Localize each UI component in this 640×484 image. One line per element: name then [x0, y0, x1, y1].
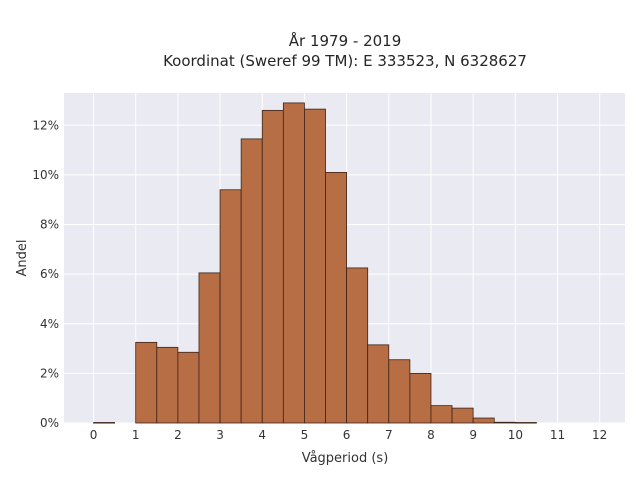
chart-title-line-2: Koordinat (Sweref 99 TM): E 333523, N 63… [163, 52, 527, 70]
x-tick-label: 2 [174, 428, 182, 442]
x-tick-label: 11 [550, 428, 565, 442]
x-tick-label: 0 [90, 428, 98, 442]
x-tick-label: 7 [385, 428, 393, 442]
x-axis-label: Vågperiod (s) [302, 451, 389, 466]
histogram-bar [282, 102, 305, 424]
y-tick-label: 8% [40, 218, 59, 232]
histogram-bar [135, 341, 158, 424]
x-axis-ticks: 0 1 2 3 4 5 6 7 8 9 10 11 12 [90, 428, 608, 442]
histogram-bar [367, 344, 390, 424]
histogram-bar [198, 272, 221, 424]
y-tick-label: 4% [40, 317, 59, 331]
histogram-bar [261, 109, 284, 424]
y-tick-label: 6% [40, 267, 59, 281]
histogram-bar [451, 407, 474, 424]
histogram-bar [346, 267, 369, 424]
histogram-bar [177, 351, 200, 424]
x-tick-label: 9 [469, 428, 477, 442]
x-tick-label: 8 [427, 428, 435, 442]
x-tick-label: 1 [132, 428, 140, 442]
x-tick-label: 6 [343, 428, 351, 442]
histogram-bar [388, 359, 411, 424]
x-tick-label: 10 [508, 428, 523, 442]
histogram-bar [156, 346, 179, 424]
histogram-bar [493, 421, 516, 424]
chart-title-line-1: År 1979 - 2019 [289, 31, 402, 50]
x-tick-label: 4 [258, 428, 266, 442]
histogram-bar [304, 108, 326, 424]
x-tick-label: 3 [216, 428, 224, 442]
x-tick-label: 12 [592, 428, 607, 442]
y-axis-label: Andel [15, 240, 30, 277]
histogram-bar [514, 422, 537, 424]
bars [93, 102, 537, 424]
histogram-bar [472, 417, 495, 424]
histogram-bar [430, 405, 453, 424]
y-tick-label: 10% [32, 168, 59, 182]
y-tick-label: 12% [32, 118, 59, 132]
histogram-bar [93, 422, 116, 424]
histogram-bar [219, 189, 242, 424]
y-axis-ticks: 0% 2% 4% 6% 8% 10% 12% [32, 118, 59, 430]
y-tick-label: 0% [40, 416, 59, 430]
x-tick-label: 5 [301, 428, 309, 442]
y-tick-label: 2% [40, 366, 59, 380]
histogram-bar [240, 138, 263, 424]
histogram-bar [325, 171, 348, 424]
histogram-bar [409, 372, 432, 424]
